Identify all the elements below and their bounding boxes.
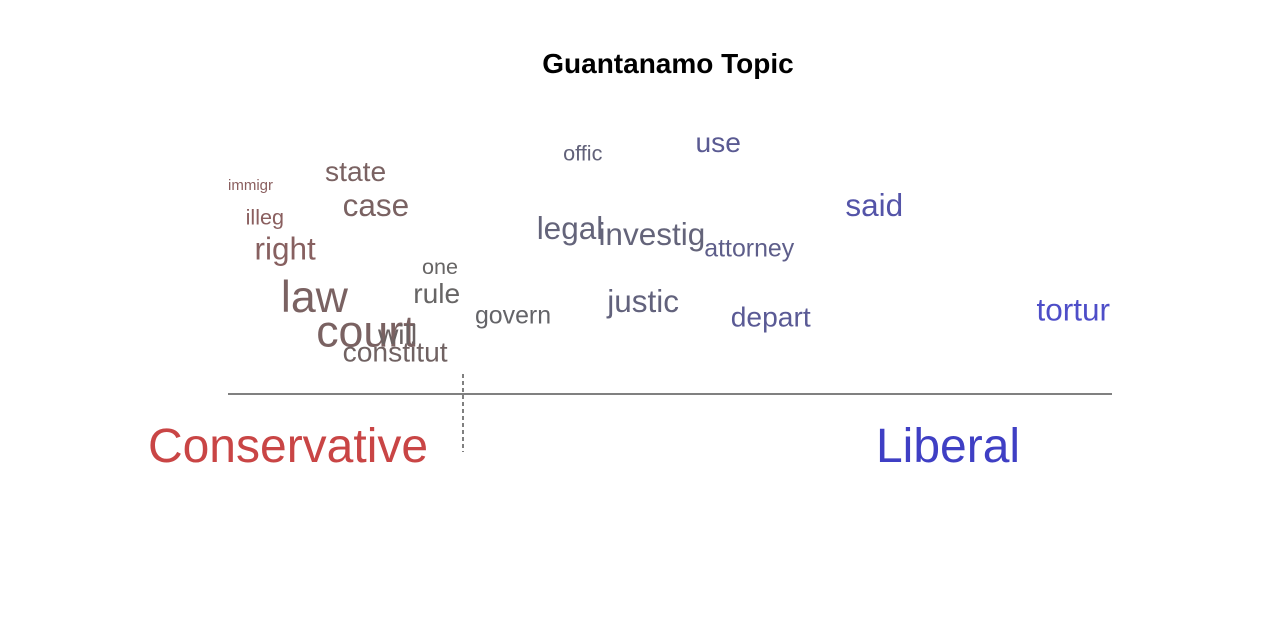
word-tortur: tortur <box>1036 292 1110 328</box>
word-case: case <box>343 187 410 223</box>
word-illeg: illeg <box>246 205 284 230</box>
word-legal: legal <box>537 210 604 246</box>
liberal-pole-label: Liberal <box>876 420 1020 473</box>
word-attorney: attorney <box>704 235 794 263</box>
word-depart: depart <box>731 300 811 332</box>
word-will: will <box>377 318 417 350</box>
word-investig: investig <box>598 216 705 252</box>
word-govern: govern <box>475 301 551 329</box>
word-constitut: constitut <box>343 335 448 367</box>
word-justic: justic <box>606 283 679 319</box>
word-said: said <box>845 187 903 223</box>
conservative-pole-label: Conservative <box>148 420 428 473</box>
word-right: right <box>254 231 316 267</box>
word-state: state <box>325 155 386 187</box>
word-use: use <box>695 126 740 158</box>
word-rule: rule <box>413 277 460 309</box>
word-offic: offic <box>563 141 602 166</box>
word-immigr: immigr <box>228 177 273 194</box>
chart-title: Guantanamo Topic <box>542 48 794 79</box>
word-one: one <box>422 254 458 279</box>
word-law: law <box>281 273 349 322</box>
word-court: court <box>316 308 416 357</box>
